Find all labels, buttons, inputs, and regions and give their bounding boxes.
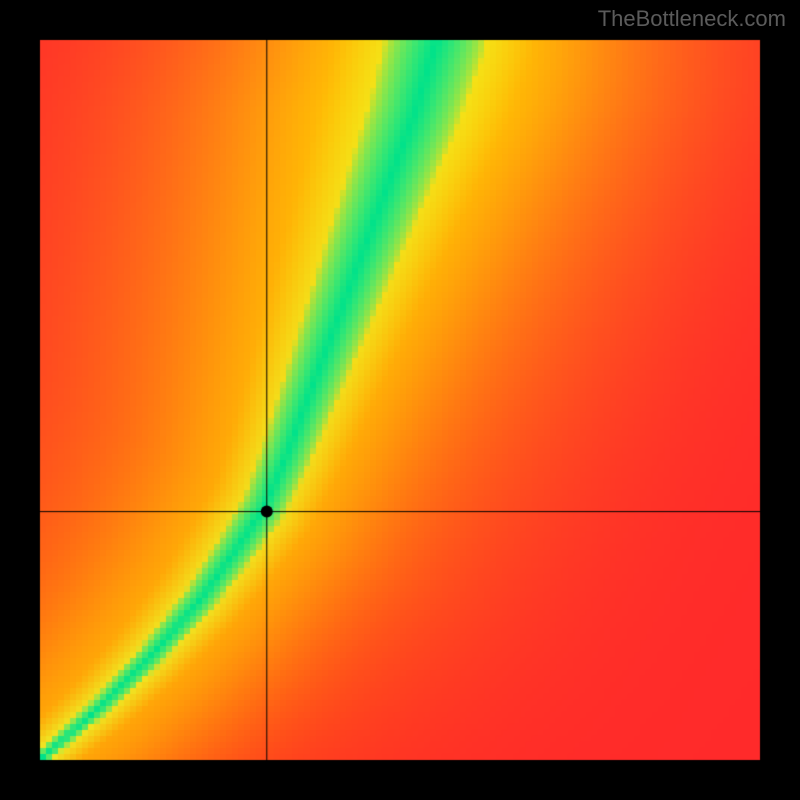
watermark-text: TheBottleneck.com bbox=[598, 6, 786, 32]
chart-container: { "watermark": { "text": "TheBottleneck.… bbox=[0, 0, 800, 800]
bottleneck-heatmap bbox=[0, 0, 800, 800]
